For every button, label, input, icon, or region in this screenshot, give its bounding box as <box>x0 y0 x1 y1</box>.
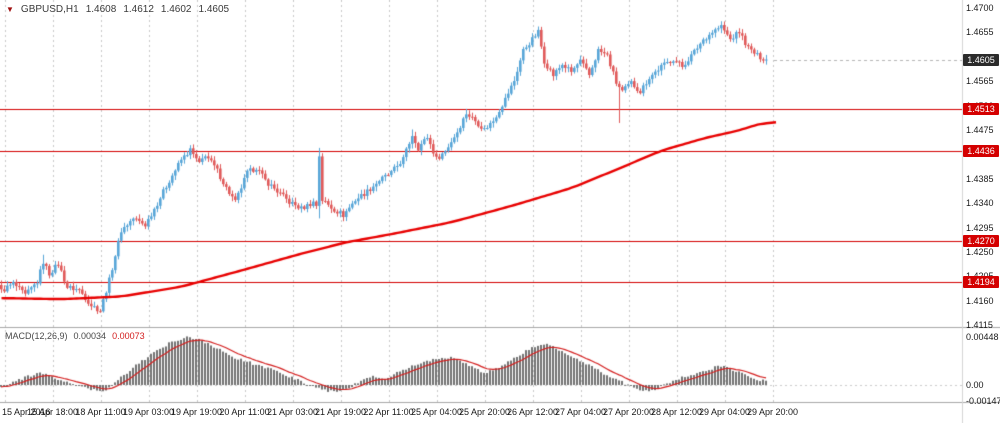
symbol-timeframe-label: GBPUSD,H1 <box>20 4 79 15</box>
price-tick-label: 1.4700 <box>966 3 994 13</box>
time-label: 29 Apr 04:00 <box>698 407 751 417</box>
macd-tick-label: 0.00448 <box>966 332 999 342</box>
time-label: 21 Apr 03:00 <box>266 407 319 417</box>
time-label: 19 Apr 19:00 <box>170 407 223 417</box>
time-label: 15 Apr 18:00 <box>26 407 79 417</box>
macd-tick-label: -0.00147 <box>966 395 1000 406</box>
price-tick-label: 1.4385 <box>966 173 994 184</box>
price-axis[interactable]: 1.47001.46551.45651.45201.44751.44301.43… <box>963 0 1000 423</box>
quote-line: ▼ GBPUSD,H1 1.4608 1.4612 1.4602 1.4605 <box>6 4 229 15</box>
time-axis[interactable]: 15 Apr 2016 15 Apr 18:00 18 Apr 11:00 19 Ap… <box>0 404 962 423</box>
time-label: 25 Apr 04:00 <box>410 407 463 417</box>
hline-price-tag: 1.4436 <box>963 145 999 158</box>
price-down-arrow-icon: ▼ <box>6 4 14 14</box>
time-label: 28 Apr 12:00 <box>650 407 703 417</box>
macd-signal-value: 0.00073 <box>112 331 145 341</box>
price-tick-label: 1.4475 <box>966 125 994 135</box>
macd-name-label: MACD(12,26,9) <box>5 331 68 341</box>
time-label: 21 Apr 19:00 <box>314 407 367 417</box>
time-label: 18 Apr 11:00 <box>75 407 126 417</box>
hline-price-tag: 1.4270 <box>963 235 999 248</box>
time-label: 27 Apr 20:00 <box>602 407 655 417</box>
price-tick-label: 1.4295 <box>966 222 994 233</box>
time-label: 20 Apr 11:00 <box>219 407 270 417</box>
time-label: 19 Apr 03:00 <box>122 407 175 417</box>
macd-tick-label: 0.00 <box>966 380 984 390</box>
quote-low-value: 1.4602 <box>160 4 192 15</box>
quote-close-value: 1.4605 <box>198 4 230 15</box>
time-label: 29 Apr 20:00 <box>746 407 799 417</box>
macd-indicator-label: MACD(12,26,9) 0.00034 0.00073 <box>5 331 145 341</box>
price-tick-label: 1.4655 <box>966 27 994 38</box>
current-price-tag: 1.4605 <box>963 53 999 66</box>
macd-main-value: 0.00034 <box>73 331 107 341</box>
price-tick-label: 1.4565 <box>966 76 994 87</box>
time-label: 15 Apr 2016 <box>2 407 51 417</box>
time-label: 26 Apr 12:00 <box>506 407 559 417</box>
time-label: 22 Apr 11:00 <box>363 407 414 417</box>
price-tick-label: 1.4160 <box>966 295 994 306</box>
price-tick-label: 1.4340 <box>966 198 994 209</box>
hline-price-tag: 1.4194 <box>963 276 999 289</box>
hline-price-tag: 1.4513 <box>963 103 999 116</box>
quote-high-value: 1.4612 <box>123 4 154 15</box>
quote-open-value: 1.4608 <box>85 4 117 15</box>
price-tick-label: 1.4250 <box>966 247 994 257</box>
time-label: 27 Apr 04:00 <box>554 407 607 417</box>
time-label: 25 Apr 20:00 <box>458 407 511 417</box>
price-tick-label: 1.4115 <box>966 320 993 331</box>
